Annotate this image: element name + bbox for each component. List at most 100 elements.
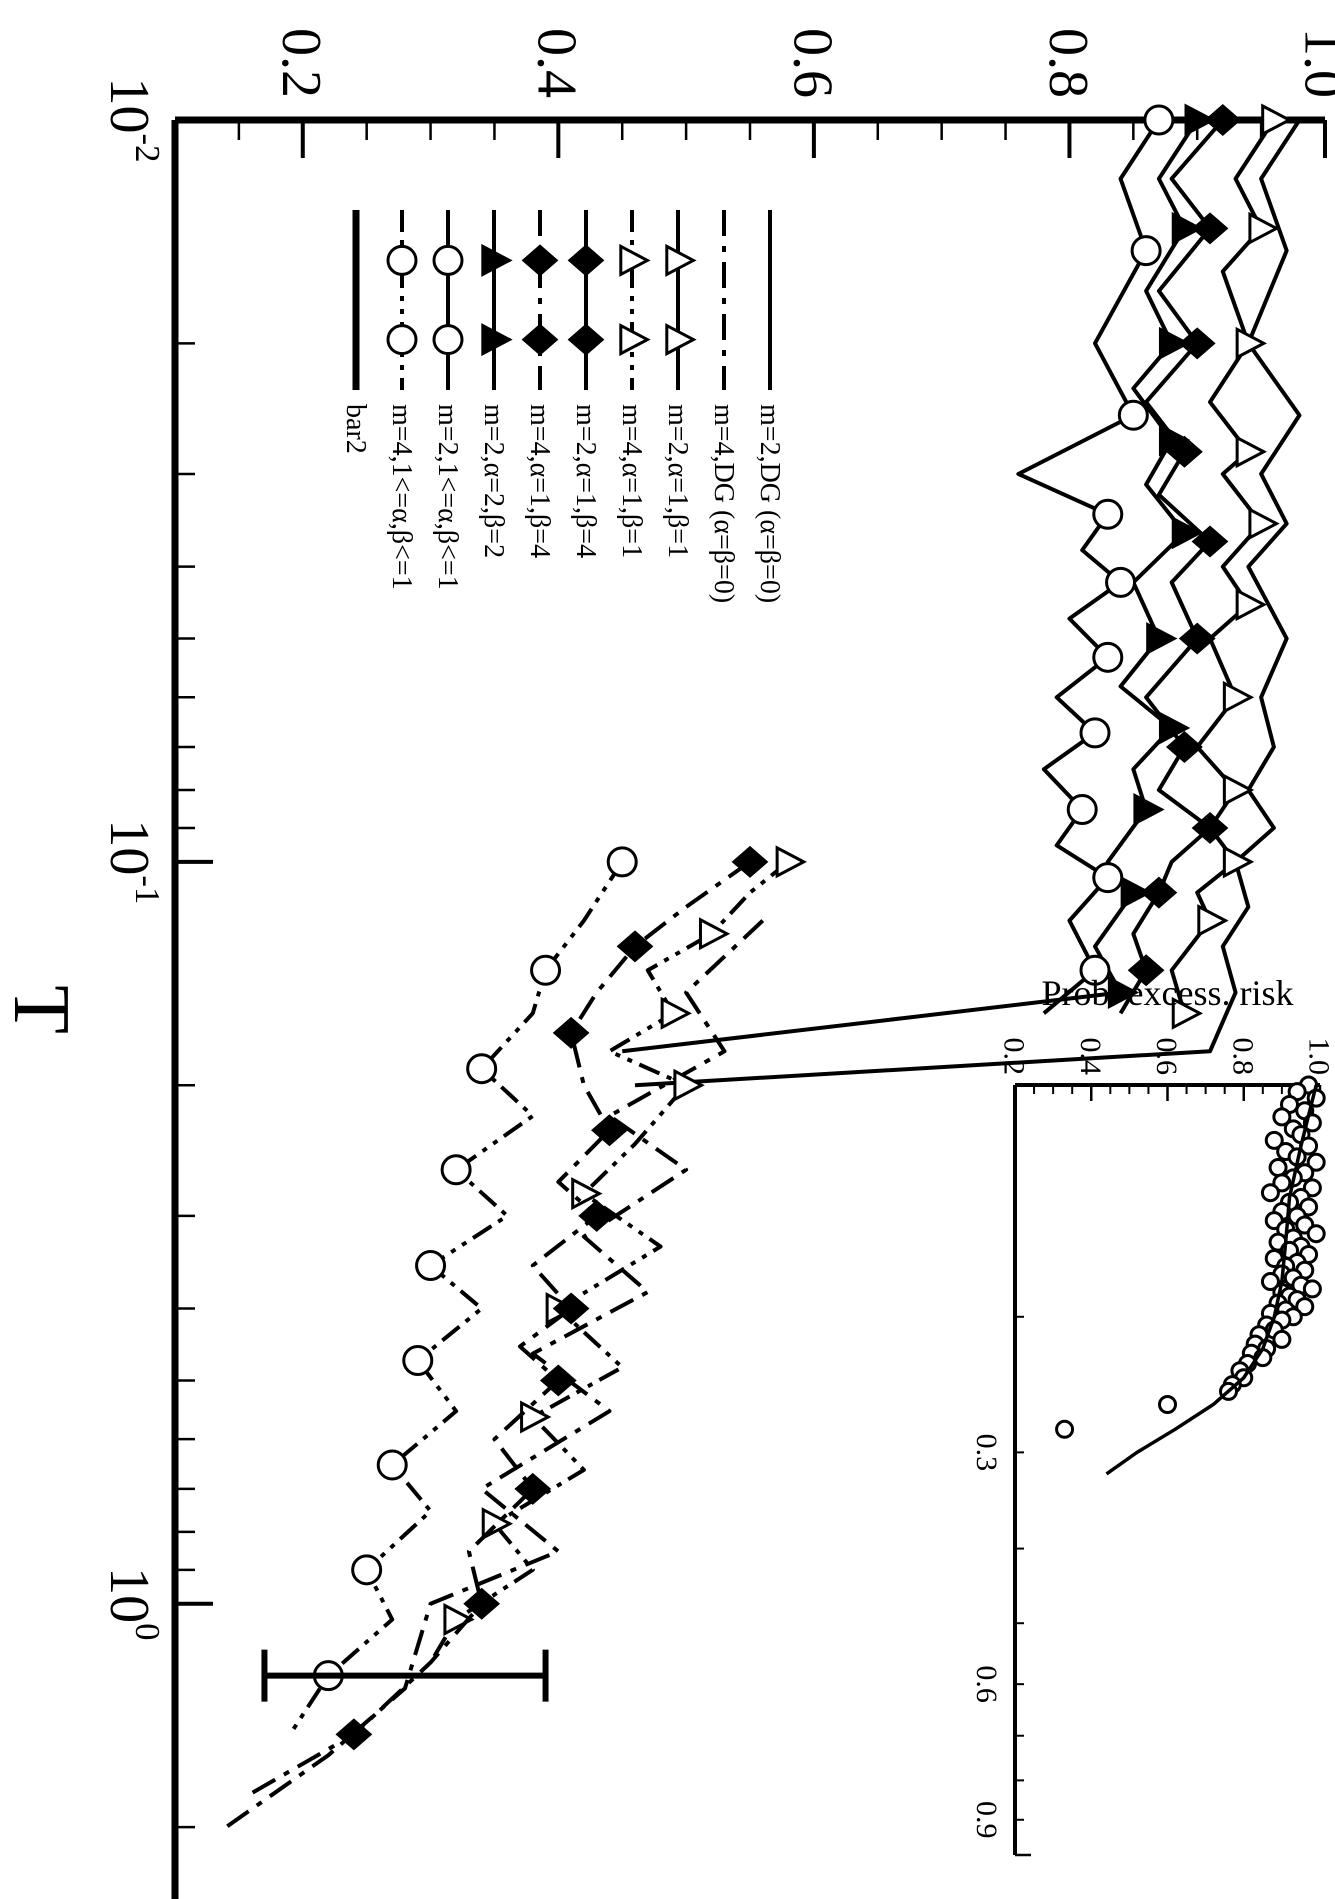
series-marker-5: [578, 1199, 616, 1232]
series-marker-8: [606, 846, 638, 878]
series-marker-7: [1092, 641, 1124, 673]
legend-label: m=4,α=1,β=1: [616, 404, 647, 558]
series-marker-8: [402, 1345, 434, 1377]
legend-label: m=4,DG (α=β=0): [708, 404, 739, 603]
legend-label: m=4,1<=α,β<=1: [386, 404, 417, 590]
legend-sample-marker: [386, 324, 418, 356]
inset-series-line-1: [1105, 1084, 1318, 1476]
series-marker-2: [1248, 507, 1280, 541]
legend-label: m=2,α=1,β=4: [570, 404, 601, 558]
legend-sample-marker: [665, 243, 697, 277]
legend-sample-marker: [567, 244, 605, 277]
series-marker-8: [530, 954, 562, 986]
series-marker-8: [466, 1053, 498, 1085]
legend-label: bar2: [340, 404, 371, 454]
y-tick-label: 0.4: [526, 28, 588, 98]
inset-series-marker-0: [1260, 1272, 1280, 1292]
series-marker-5: [539, 1364, 577, 1397]
series-marker-3: [698, 917, 731, 951]
series-marker-4: [1166, 730, 1203, 763]
series-line-1: [224, 919, 765, 1829]
series-marker-5: [514, 1472, 552, 1505]
series-marker-5: [616, 930, 654, 963]
legend-sample-marker: [665, 323, 697, 357]
x-axis-title: T: [0, 985, 85, 1034]
series-marker-6: [1158, 326, 1191, 360]
legend-sample-marker: [432, 324, 464, 356]
legend-label: m=4,α=1,β=4: [524, 404, 555, 558]
series-marker-6: [1133, 793, 1165, 827]
inset-series-marker-0: [1158, 1395, 1177, 1415]
inset-y-tick-label: 0.4: [1074, 1038, 1107, 1076]
series-marker-3: [660, 996, 692, 1030]
series-marker-8: [415, 1250, 447, 1282]
series-marker-7: [1079, 954, 1111, 986]
inset-y-tick-label: 0.8: [1226, 1038, 1259, 1076]
legend-sample-marker: [386, 244, 418, 276]
y-tick-label: 0.6: [781, 28, 843, 98]
series-group: [224, 103, 1302, 1829]
legend-sample-marker: [521, 323, 559, 356]
inset-x-tick-label: 0.9: [970, 1801, 1003, 1839]
x-tick-label: 10-1: [98, 819, 167, 904]
inset-x-tick-label: 0.3: [970, 1434, 1003, 1472]
series-marker-7: [1143, 104, 1175, 136]
series-line-3: [428, 860, 790, 1664]
y-tick-label: 1.0: [1292, 28, 1335, 98]
series-marker-5: [552, 1292, 590, 1325]
series-marker-6: [1120, 876, 1152, 910]
series-marker-7: [1066, 794, 1098, 826]
inset-series-marker-0: [1272, 1329, 1292, 1349]
series-marker-8: [440, 1154, 472, 1186]
legend-sample-marker: [567, 323, 605, 356]
series-marker-7: [1130, 235, 1162, 267]
series-marker-2: [1261, 103, 1293, 137]
inset-series-marker-0: [1295, 1297, 1315, 1317]
series-marker-4: [1178, 622, 1216, 655]
inset-series-marker-0: [1272, 1107, 1292, 1127]
inset-series-marker-0: [1055, 1419, 1075, 1439]
series-marker-4: [1127, 954, 1165, 987]
series-marker-2: [1235, 435, 1267, 469]
series-marker-7: [1092, 862, 1124, 894]
series-marker-4: [1191, 811, 1229, 844]
inset-series-group: [1055, 1075, 1326, 1476]
inset-series-marker-0: [1260, 1183, 1280, 1203]
main-chart: 0.2 0.4 0.6 0.8 1.0 10-2 10-1 100 Tm=2,DG (α=β=0…: [0, 28, 1335, 1899]
legend-sample-marker: [481, 323, 513, 357]
series-line-5: [250, 860, 752, 1795]
legend-sample-marker: [619, 243, 651, 277]
series-marker-3: [520, 1400, 552, 1434]
series-marker-7: [1105, 566, 1137, 598]
axes: 0.2 0.4 0.6 0.8 1.0 10-2 10-1 100 T: [0, 28, 1335, 1899]
series-marker-5: [731, 845, 769, 878]
inset-x-tick-label: 0.6: [970, 1665, 1003, 1703]
inset-series-marker-0: [1306, 1224, 1326, 1244]
inset-y-tick-label: 1.0: [1303, 1038, 1335, 1076]
legend-label: m=2,1<=α,β<=1: [432, 404, 463, 590]
series-marker-2: [1197, 904, 1229, 938]
series-marker-7: [1117, 399, 1149, 431]
legend-sample-marker: [619, 323, 651, 357]
series-marker-2: [1222, 680, 1255, 714]
series-marker-2: [1235, 326, 1267, 360]
inset-series-marker-0: [1306, 1152, 1326, 1172]
series-marker-2: [1222, 845, 1255, 879]
inset-y-axis-title: Prob. excess. risk: [1042, 973, 1294, 1013]
series-marker-7: [1092, 498, 1124, 530]
inset-chart: 0.20.40.60.81.00.30.60.9TProb. excess. r…: [970, 973, 1335, 1857]
series-marker-3: [673, 1068, 705, 1102]
series-marker-6: [1107, 976, 1140, 1010]
series-marker-5: [335, 1718, 373, 1751]
inset-series-marker-0: [1264, 1130, 1284, 1150]
series-marker-5: [591, 1114, 628, 1147]
series-marker-7: [1079, 717, 1111, 749]
inset-series-marker-0: [1268, 1158, 1288, 1178]
legend-label: m=2,α=2,β=2: [478, 404, 509, 558]
series-marker-5: [552, 1016, 590, 1049]
series-marker-2: [1235, 588, 1267, 622]
legend: m=2,DG (α=β=0) m=4,DG (α=β=0) m=2,α=1,β=1 m…: [340, 210, 785, 603]
